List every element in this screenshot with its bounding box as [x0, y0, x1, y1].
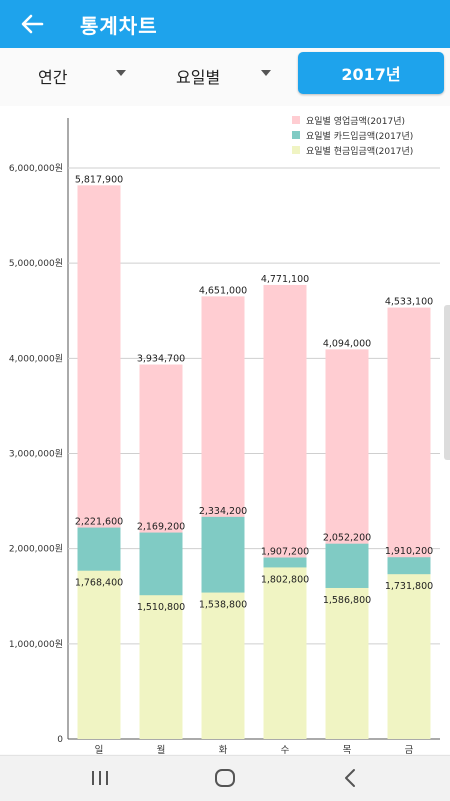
x-tick-label: 수: [281, 745, 290, 754]
data-label-cash: 1,586,800: [323, 595, 371, 606]
x-tick-label: 화: [219, 745, 228, 754]
legend-swatch: [292, 116, 300, 124]
data-label-sales: 3,934,700: [137, 354, 185, 365]
grouping-dropdown[interactable]: 요일별: [176, 68, 221, 87]
y-tick-label: 0: [57, 735, 63, 745]
y-tick-label: 5,000,000원: [9, 258, 63, 269]
data-label-sales: 4,771,100: [261, 274, 309, 285]
data-label-sales: 5,817,900: [75, 174, 123, 185]
data-label-card: 1,910,200: [385, 546, 433, 557]
legend-swatch: [292, 131, 300, 139]
data-label-cash: 1,510,800: [137, 602, 185, 613]
recent-apps-icon[interactable]: [85, 766, 115, 790]
edge-panel-handle[interactable]: [444, 305, 450, 460]
y-tick-label: 2,000,000원: [9, 544, 63, 555]
bar-cash[interactable]: [263, 567, 307, 739]
y-tick-label: 1,000,000원: [9, 639, 63, 650]
y-tick-label: 6,000,000원: [9, 163, 63, 174]
legend-label: 요일별 현금입금액(2017년): [306, 145, 413, 157]
data-label-card: 2,169,200: [137, 522, 185, 533]
chart-canvas: 0 1,000,000원 2,000,000원 3,000,000원 4,000,000…: [9, 115, 440, 756]
bar-cash[interactable]: [139, 595, 183, 739]
legend-swatch: [292, 146, 300, 154]
bar-cash[interactable]: [325, 587, 369, 739]
data-label-card: 2,221,600: [75, 517, 123, 528]
bar-chart: 0 1,000,000원 2,000,000원 3,000,000원 4,000,000…: [0, 106, 450, 756]
data-label-cash: 1,538,800: [199, 600, 247, 611]
legend-label: 요일별 카드입금액(2017년): [306, 130, 413, 142]
year-button[interactable]: 2017년: [298, 52, 444, 94]
legend-label: 요일별 영업금액(2017년): [306, 115, 405, 127]
home-icon[interactable]: [210, 766, 240, 790]
data-label-cash: 1,731,800: [385, 581, 433, 592]
x-tick-label: 금: [405, 745, 414, 754]
page-title: 통계차트: [80, 14, 158, 38]
app-bar: 통계차트: [0, 0, 450, 48]
x-tick-label: 목: [343, 745, 352, 754]
y-tick-label: 4,000,000원: [9, 353, 63, 364]
period-dropdown[interactable]: 연간: [38, 68, 68, 87]
chevron-down-icon[interactable]: [261, 70, 271, 76]
arrow-left-icon[interactable]: [18, 10, 46, 38]
bar-cash[interactable]: [77, 570, 121, 739]
x-tick-label: 월: [157, 744, 166, 754]
data-label-sales: 4,651,000: [199, 285, 247, 296]
data-label-sales: 4,094,000: [323, 338, 371, 349]
data-label-card: 2,334,200: [199, 506, 247, 517]
data-label-cash: 1,768,400: [75, 578, 123, 589]
system-nav-bar: [0, 755, 450, 801]
x-tick-label: 일: [95, 745, 104, 754]
data-label-cash: 1,802,800: [261, 574, 309, 585]
data-label-card: 1,907,200: [261, 546, 309, 557]
data-label-card: 2,052,200: [323, 533, 371, 544]
back-nav-icon[interactable]: [335, 766, 365, 790]
chevron-down-icon[interactable]: [116, 70, 126, 76]
y-tick-label: 3,000,000원: [9, 449, 63, 460]
bar-cash[interactable]: [387, 574, 431, 739]
filter-bar: 연간 요일별 2017년: [0, 48, 450, 98]
bar-cash[interactable]: [201, 592, 245, 739]
data-label-sales: 4,533,100: [385, 297, 433, 308]
